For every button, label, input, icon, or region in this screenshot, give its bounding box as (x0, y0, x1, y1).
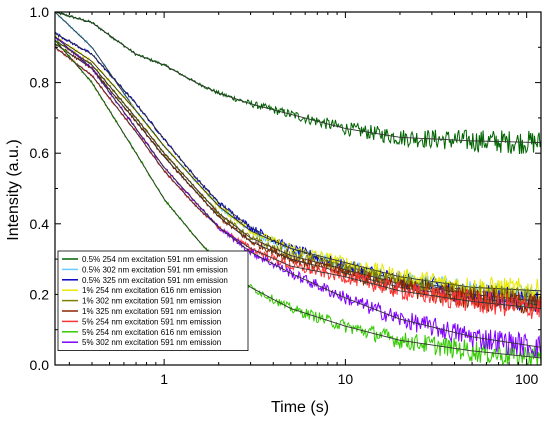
y-tick-label: 0.6 (30, 145, 50, 161)
fit-curve-1-254-nm-excitation-616-nm-emission (55, 36, 541, 292)
y-tick-label: 0.4 (30, 216, 50, 232)
legend-entry: 1% 254 nm excitation 616 nm emission (82, 286, 221, 295)
x-tick-label: 100 (515, 371, 539, 387)
fit-curve-5-254-nm-excitation-616-nm-emission (55, 39, 541, 359)
legend-entry: 1% 302 nm excitation 591 nm emission (82, 297, 221, 306)
legend-box (57, 250, 249, 351)
fit-curve-5-302-nm-excitation-591-nm-emission (55, 36, 541, 348)
series-line-0-5-254-nm-excitation-591-nm-emission (55, 12, 541, 155)
y-tick-label: 1.0 (30, 4, 50, 20)
x-axis-label: Time (s) (271, 399, 329, 416)
x-tick-label: 1 (160, 371, 168, 387)
fit-curve-0-5-254-nm-excitation-591-nm-emission (55, 12, 541, 144)
legend-entry: 0.5% 302 nm excitation 591 nm emission (82, 265, 228, 274)
legend-entry: 0.5% 254 nm excitation 591 nm emission (82, 255, 228, 264)
legend-entry: 1% 325 nm excitation 591 nm emission (82, 307, 221, 316)
legend-entry: 5% 254 nm excitation 591 nm emission (82, 317, 221, 326)
legend: 0.5% 254 nm excitation 591 nm emission0.… (57, 250, 249, 351)
axes: 1 10 100 0.0 0.2 0.4 0.6 0.8 1.0 (30, 4, 542, 387)
plot-area (55, 12, 541, 365)
y-tick-label: 0.2 (30, 286, 50, 302)
x-tick-label: 10 (338, 371, 354, 387)
legend-entry: 5% 254 nm excitation 616 nm emission (82, 328, 221, 337)
legend-entry: 5% 302 nm excitation 591 nm emission (82, 338, 221, 347)
fit-curve-5-254-nm-excitation-591-nm-emission (55, 46, 541, 309)
y-tick-label: 0.0 (30, 357, 50, 373)
y-axis-label: Intensity (a.u.) (5, 139, 22, 240)
y-tick-label: 0.8 (30, 75, 50, 91)
legend-entry: 0.5% 325 nm excitation 591 nm emission (82, 276, 228, 285)
